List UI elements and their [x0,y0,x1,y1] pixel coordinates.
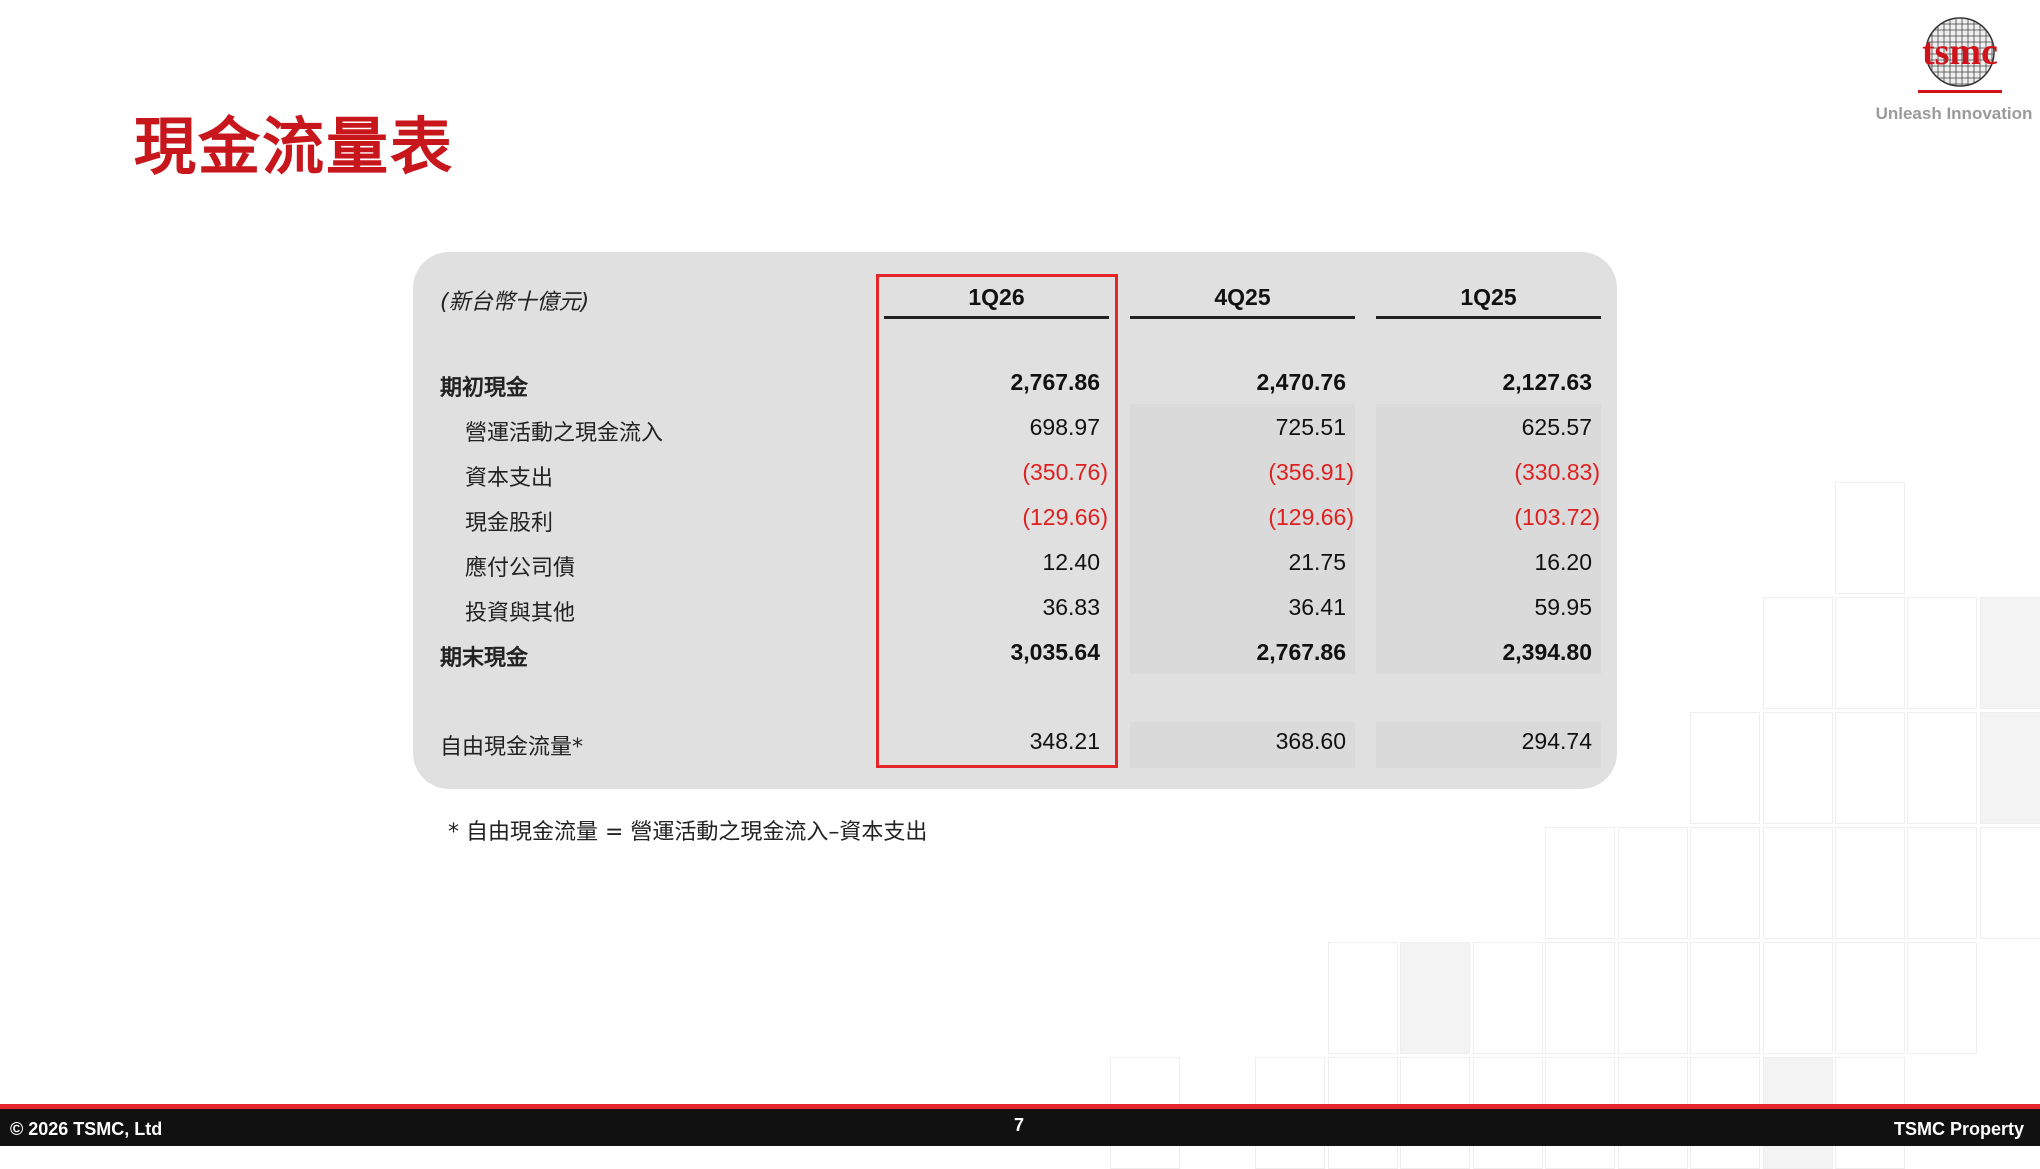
decorative-square [1545,827,1615,939]
decorative-square [1907,597,1977,709]
row-label: 期初現金 [440,376,529,401]
cell-value: 12.40 [1042,549,1100,575]
row-label: 營運活動之現金流入 [465,421,664,446]
cell-value: 2,767.86 [1010,369,1100,395]
cell-value: 698.97 [1029,414,1100,440]
column-shade [1130,722,1355,768]
cell-value: (129.66) [1022,504,1108,530]
highlight-box-1q26 [876,274,1118,768]
column-header-4q25: 4Q25 [1214,284,1271,310]
cell-value: (356.91) [1268,459,1354,485]
decorative-square [1328,942,1398,1054]
header-underline [1376,316,1601,319]
unit-label: (新台幣十億元) [440,290,590,315]
cell-value: 725.51 [1275,414,1346,440]
decorative-square [1545,942,1615,1054]
decorative-square [1618,942,1688,1054]
row-label: 現金股利 [465,511,554,536]
decorative-square [1690,712,1760,824]
decorative-square [1763,712,1833,824]
footnote: * 自由現金流量 = 營運活動之現金流入–資本支出 [448,820,928,845]
cell-value: 16.20 [1534,549,1592,575]
decorative-square [1835,942,1905,1054]
property-label: TSMC Property [1893,1119,2024,1139]
cell-value: 348.21 [1029,728,1100,754]
cell-value: 59.95 [1534,594,1592,620]
cell-value: 368.60 [1275,728,1346,754]
decorative-square [1763,942,1833,1054]
page-title: 現金流量表 [134,110,455,183]
decorative-square [1690,942,1760,1054]
cell-value: (330.83) [1514,459,1600,485]
column-header-1q25: 1Q25 [1460,284,1517,310]
decorative-square [1835,827,1905,939]
copyright: © 2026 TSMC, Ltd [10,1119,163,1139]
decorative-square [1907,942,1977,1054]
cell-value: 36.41 [1288,594,1346,620]
cell-value: 36.83 [1042,594,1100,620]
row-label: 應付公司債 [465,556,576,581]
page-number: 7 [1014,1115,1025,1135]
cell-value: 3,035.64 [1010,639,1100,665]
column-shade [1376,722,1601,768]
logo-tagline: Unleash Innovation [1875,104,2033,123]
decorative-square [1690,827,1760,939]
svg-text:tsmc: tsmc [1922,31,1998,73]
column-shade [1376,404,1601,674]
decorative-square [1980,597,2040,709]
cell-value: 2,394.80 [1502,639,1592,665]
decorative-square [1980,827,2040,939]
footer-bar: © 2026 TSMC, Ltd 7 TSMC Property [0,1104,2040,1146]
decorative-square [1835,482,1905,594]
cell-value: 2,470.76 [1256,369,1346,395]
row-label: 投資與其他 [465,601,576,626]
row-label: 資本支出 [465,466,554,491]
decorative-square [1980,712,2040,824]
decorative-square [1763,597,1833,709]
decorative-square [1835,712,1905,824]
cell-value: 2,767.86 [1256,639,1346,665]
header-underline [1130,316,1355,319]
cell-value: 625.57 [1521,414,1592,440]
decorative-square [1907,712,1977,824]
cell-value: 294.74 [1521,728,1592,754]
row-label: 期末現金 [440,646,529,671]
decorative-square [1763,827,1833,939]
tsmc-logo: tsmc [1918,17,2002,93]
decorative-square [1400,942,1470,1054]
cell-value: (103.72) [1514,504,1600,530]
decorative-square [1618,827,1688,939]
decorative-square [1835,597,1905,709]
column-header-1q26: 1Q26 [968,284,1025,310]
cell-value: 2,127.63 [1502,369,1592,395]
row-label: 自由現金流量* [440,735,584,760]
decorative-square [1473,942,1543,1054]
cell-value: (350.76) [1022,459,1108,485]
header-underline [884,316,1109,319]
cell-value: (129.66) [1268,504,1354,530]
decorative-square [1907,827,1977,939]
cell-value: 21.75 [1288,549,1346,575]
column-shade [1130,404,1355,674]
